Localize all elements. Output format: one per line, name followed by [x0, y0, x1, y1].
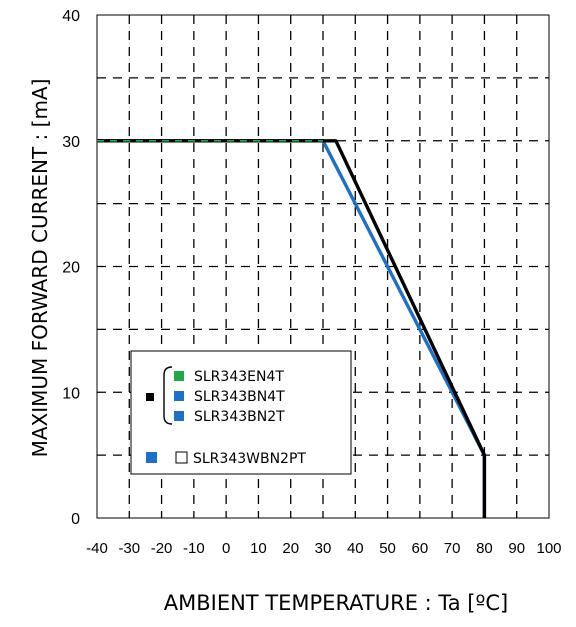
legend-wbn2pt-marker — [146, 452, 157, 463]
y-tick-label: 0 — [71, 511, 80, 528]
legend-label-bn4t: SLR343BN4T — [194, 389, 285, 405]
legend-label-en4t: SLR343EN4T — [194, 369, 284, 385]
plot-frame — [96, 14, 550, 519]
legend-group-marker — [146, 393, 154, 401]
x-tick-label: -20 — [151, 540, 173, 557]
x-tick-label: 60 — [412, 540, 429, 557]
y-tick-label: 30 — [62, 134, 80, 151]
legend: SLR343EN4T SLR343BN4T SLR343BN2T SLR343W… — [130, 350, 352, 475]
y-tick-labels: 0 10 20 30 40 — [62, 8, 80, 528]
x-tick-label: 70 — [444, 540, 461, 557]
legend-label-bn2t: SLR343BN2T — [194, 409, 285, 425]
y-axis-title: MAXIMUM FORWARD CURRENT : [mA] — [28, 79, 52, 458]
x-tick-label: 100 — [536, 540, 561, 557]
legend-box — [130, 350, 352, 475]
x-tick-label: 40 — [347, 540, 364, 557]
x-tick-label: 80 — [476, 540, 493, 557]
legend-swatch-en4t — [174, 371, 184, 381]
x-tick-label: 30 — [315, 540, 332, 557]
x-tick-labels: -40 -30 -20 -10 0 10 20 30 40 50 60 70 80 90 100 — [86, 540, 561, 557]
x-axis-title: AMBIENT TEMPERATURE : Ta [ºC] — [164, 591, 509, 615]
legend-bracket — [163, 366, 173, 425]
y-tick-label: 20 — [62, 260, 80, 277]
y-tick-label: 10 — [62, 385, 80, 402]
legend-swatch-bn2t — [174, 411, 184, 421]
x-tick-label: -30 — [118, 540, 140, 557]
legend-swatch-bn4t — [174, 391, 184, 401]
x-tick-label: -10 — [183, 540, 205, 557]
x-tick-label: 0 — [222, 540, 230, 557]
x-tick-label: 50 — [379, 540, 396, 557]
x-tick-label: 90 — [508, 540, 525, 557]
legend-label-wbn2pt: SLR343WBN2PT — [193, 451, 306, 467]
x-tick-label: 10 — [250, 540, 267, 557]
x-tick-label: 20 — [282, 540, 299, 557]
x-tick-label: -40 — [86, 540, 108, 557]
series-layer — [97, 139, 487, 518]
legend-wbn2pt-box — [175, 451, 188, 464]
y-tick-label: 40 — [62, 8, 80, 25]
